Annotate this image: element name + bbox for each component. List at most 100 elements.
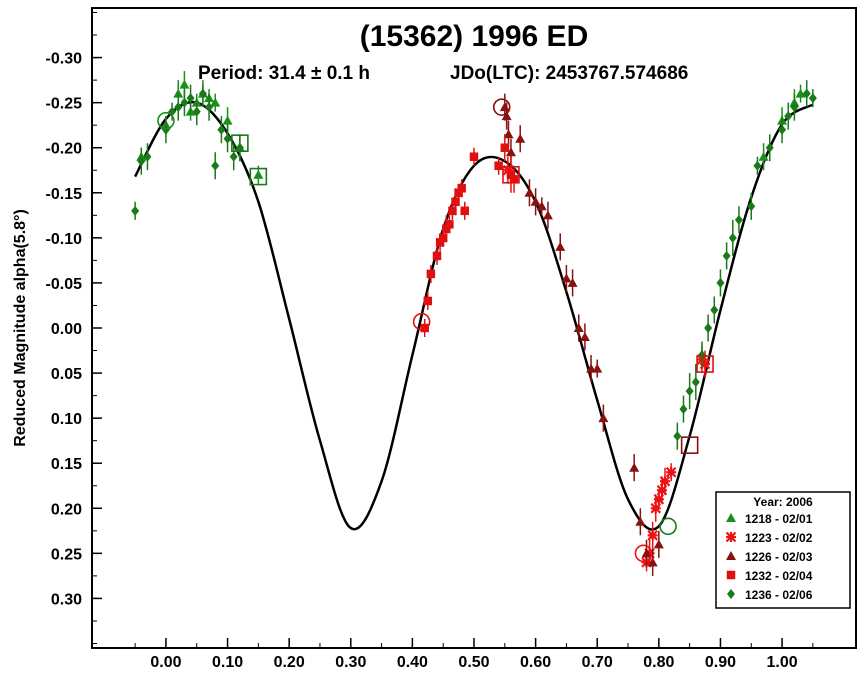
- y-tick-label: 0.15: [51, 456, 82, 473]
- data-point: [454, 188, 463, 198]
- y-tick-label: 0.00: [51, 321, 82, 338]
- data-point: [442, 224, 451, 234]
- data-point: [229, 151, 238, 162]
- x-tick-label: 0.80: [643, 654, 674, 671]
- series-1232-02-04: [420, 134, 519, 338]
- open-square-marker: [696, 355, 714, 373]
- data-point: [653, 539, 664, 549]
- legend-entry-label: 1232 - 02/04: [745, 569, 813, 583]
- legend-box: [715, 491, 851, 609]
- data-point: [784, 111, 793, 122]
- legend-entry-label: 1218 - 02/01: [745, 512, 813, 526]
- data-point: [192, 106, 201, 117]
- data-point: [673, 431, 682, 442]
- legend-marker: [726, 551, 736, 560]
- data-point: [505, 147, 516, 157]
- data-point: [223, 133, 232, 144]
- data-point: [753, 160, 762, 171]
- data-point: [704, 323, 713, 333]
- data-point: [728, 232, 737, 243]
- data-point: [423, 296, 433, 306]
- data-point: [808, 93, 817, 104]
- data-point: [665, 466, 677, 478]
- data-point: [205, 102, 214, 113]
- x-tick-label: 0.90: [705, 654, 736, 671]
- data-point: [494, 161, 503, 170]
- data-point: [542, 210, 553, 220]
- data-point: [555, 241, 566, 251]
- open-markers-layer: [157, 98, 714, 563]
- x-tick-label: 0.70: [582, 654, 613, 671]
- data-point: [691, 377, 700, 388]
- y-axis-title: Reduced Magnitude alpha(5.8°): [12, 209, 29, 447]
- y-tick-label: 0.30: [51, 591, 82, 608]
- data-point: [451, 197, 460, 207]
- data-point: [420, 323, 429, 333]
- data-point: [747, 201, 756, 212]
- data-point: [445, 220, 454, 229]
- data-point: [506, 170, 516, 180]
- data-point: [710, 304, 719, 315]
- data-point: [235, 142, 244, 153]
- y-tick-label: 0.05: [51, 366, 82, 383]
- x-tick-label: 0.20: [274, 654, 305, 671]
- data-point: [635, 516, 646, 526]
- open-circle-marker: [492, 98, 511, 116]
- period-subtitle: Period: 31.4 ± 0.1 h: [198, 63, 370, 84]
- data-point: [765, 142, 774, 153]
- data-point: [174, 102, 183, 113]
- data-point: [515, 133, 526, 143]
- y-tick-label: -0.10: [46, 231, 83, 248]
- data-point: [561, 273, 572, 283]
- open-circle-marker: [634, 544, 653, 563]
- chart-title: (15362) 1996 ED: [360, 20, 589, 53]
- data-point: [457, 184, 466, 193]
- x-tick-label: 0.10: [212, 654, 243, 671]
- data-point: [734, 214, 743, 225]
- legend-entry-label: 1223 - 02/02: [745, 531, 813, 545]
- y-tick-label: -0.15: [46, 186, 83, 203]
- data-point: [778, 124, 787, 135]
- data-point: [469, 152, 479, 161]
- x-tick-label: 0.30: [335, 654, 366, 671]
- series-1226-02-03: [499, 93, 664, 576]
- y-tick-label: 0.10: [51, 411, 82, 428]
- y-tick-label: -0.25: [46, 96, 83, 113]
- data-point: [432, 251, 442, 261]
- data-point: [253, 169, 264, 179]
- fit-curve-layer: [133, 100, 814, 531]
- y-tick-label: 0.25: [51, 546, 82, 563]
- data-point: [173, 88, 184, 98]
- open-circle-marker: [659, 517, 677, 536]
- data-point: [501, 111, 512, 121]
- data-point: [679, 404, 688, 415]
- data-point: [448, 206, 457, 216]
- data-point: [435, 238, 445, 247]
- series-1223-02-02: [502, 156, 711, 572]
- tick-labels: 0.00 0.10 0.20 0.30 0.40 0.50 0.60 0.70 0.80 0.90…: [46, 51, 798, 671]
- x-tick-label: 0.60: [520, 654, 551, 671]
- data-point: [536, 201, 547, 211]
- series-1236-02-06: [131, 80, 817, 450]
- x-tick-label: 0.50: [458, 654, 489, 671]
- data-point: [647, 530, 658, 541]
- x-tick-label: 1.00: [766, 654, 797, 671]
- open-square-marker: [502, 165, 520, 184]
- y-tick-label: -0.30: [46, 51, 83, 68]
- axis-ticks: [92, 12, 814, 648]
- legend-marker: [726, 513, 736, 522]
- open-circle-marker: [157, 111, 175, 130]
- data-point: [217, 124, 226, 135]
- data-point: [131, 205, 140, 216]
- y-tick-label: -0.20: [46, 141, 83, 158]
- data-point: [758, 151, 769, 161]
- open-square-marker: [231, 134, 249, 153]
- data-point: [722, 250, 731, 261]
- x-tick-label: 0.40: [397, 654, 428, 671]
- data-point: [647, 557, 658, 567]
- legend-title: Year: 2006: [753, 495, 813, 509]
- data-point: [460, 206, 470, 216]
- legend-entries: 1218 - 02/01 1223 - 02/02 1226 - 02/03 1232…: [725, 512, 813, 602]
- data-point: [790, 102, 799, 113]
